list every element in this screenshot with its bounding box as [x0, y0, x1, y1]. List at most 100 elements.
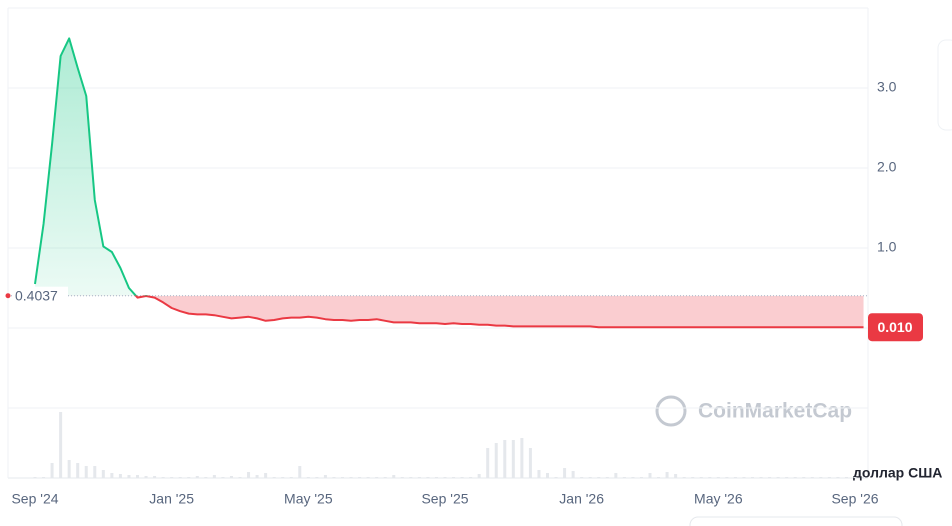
area-up [35, 38, 864, 296]
currency-label: доллар США [853, 465, 942, 481]
volume-bar [827, 477, 831, 478]
side-panel [937, 39, 952, 131]
volume-bar [563, 468, 567, 478]
volume-bar [323, 475, 327, 478]
volume-bar [725, 477, 729, 478]
volume-bar [862, 477, 866, 478]
volume-bar [264, 473, 268, 478]
volume-bar [306, 477, 310, 478]
volume-bar [33, 477, 37, 478]
volume-bar [699, 477, 703, 478]
volume-bar [546, 473, 549, 478]
volume-bar [742, 477, 746, 478]
volume-bar [443, 477, 447, 478]
volume-bar [153, 476, 157, 478]
watermark-text: CoinMarketCap [698, 400, 852, 423]
x-tick-label: Jan '25 [149, 491, 194, 507]
volume-bar [494, 443, 498, 478]
volume-bar [785, 477, 789, 478]
volume-bar [793, 477, 797, 478]
volume-bar [657, 477, 661, 478]
volume-bar [110, 473, 114, 478]
volume-bar [101, 470, 105, 478]
volume-bar [810, 477, 814, 478]
volume-bar [802, 477, 806, 478]
baseline-label-bg [12, 286, 68, 305]
volume-bar [341, 477, 344, 478]
volume-bar [221, 477, 225, 478]
volume-bar [434, 477, 438, 478]
volume-bar [776, 477, 780, 478]
volume-bar [674, 474, 678, 478]
volume-bar [836, 477, 840, 478]
volume-bar [417, 477, 421, 478]
volume-bar [614, 473, 618, 478]
watermark-logo [655, 395, 687, 427]
volume-bar [588, 477, 592, 478]
volume-bar [212, 475, 216, 478]
x-tick-label: Sep '26 [831, 491, 878, 507]
y-tick-label: 2.0 [877, 159, 897, 175]
volume-bar [144, 476, 148, 478]
volume-bar [84, 466, 88, 478]
volume-bar [383, 477, 387, 478]
volume-bar [400, 477, 404, 478]
volume-bar [554, 477, 558, 478]
volume-bar [50, 463, 54, 478]
volume-bar [136, 475, 139, 478]
volume-bar [716, 477, 720, 478]
volume-bar [272, 477, 276, 478]
bottom-button[interactable] [689, 516, 903, 526]
volume-bar [118, 474, 122, 478]
volume-bar [768, 477, 772, 478]
volume-bar [751, 477, 754, 478]
volume-bar [67, 460, 71, 478]
volume-bar [375, 477, 379, 478]
volume-bar [170, 477, 174, 478]
x-tick-label: Sep '24 [11, 491, 58, 507]
volume-bar [469, 477, 473, 478]
x-tick-label: Jan '26 [559, 491, 604, 507]
y-tick-label: 1.0 [877, 239, 897, 255]
volume-bar [358, 477, 362, 478]
volume-bar [187, 477, 191, 478]
volume-bar [127, 475, 131, 478]
volume-bar [366, 477, 370, 478]
y-tick-label: 3.0 [877, 79, 897, 95]
volume-bar [486, 448, 490, 478]
volume-bar [59, 412, 63, 478]
baseline-label: 0.4037 [15, 287, 58, 303]
price-tag-label: 0.010 [877, 319, 912, 335]
volume-bar [238, 477, 242, 478]
volume-bar [195, 476, 199, 478]
volume-bar [631, 477, 635, 478]
volume-bar [819, 477, 823, 478]
volume-bar [733, 477, 737, 478]
x-tick-label: Sep '25 [421, 491, 468, 507]
volume-bar [315, 477, 319, 478]
price-line [34, 37, 864, 329]
volume-bar [622, 477, 626, 478]
x-tick-label: May '26 [694, 491, 743, 507]
volume-bar [477, 474, 481, 478]
volume-bar [426, 477, 430, 478]
volume-bar [255, 475, 259, 478]
volume-bar [76, 463, 80, 478]
volume-bar [409, 477, 413, 478]
volume-bar [844, 477, 848, 478]
volume-bar [648, 473, 652, 478]
volume-bar [511, 440, 515, 478]
volume-bar [708, 477, 712, 478]
volume-bar [332, 477, 336, 478]
area-down [135, 295, 864, 328]
volume-bar [691, 477, 695, 478]
volume-bar [93, 466, 97, 478]
volume-bar [520, 438, 524, 478]
volume-bar [537, 470, 541, 478]
baseline-dot [5, 293, 11, 299]
volume-bar [161, 477, 165, 478]
volume-bar [503, 440, 507, 478]
volume-bar [349, 477, 353, 478]
